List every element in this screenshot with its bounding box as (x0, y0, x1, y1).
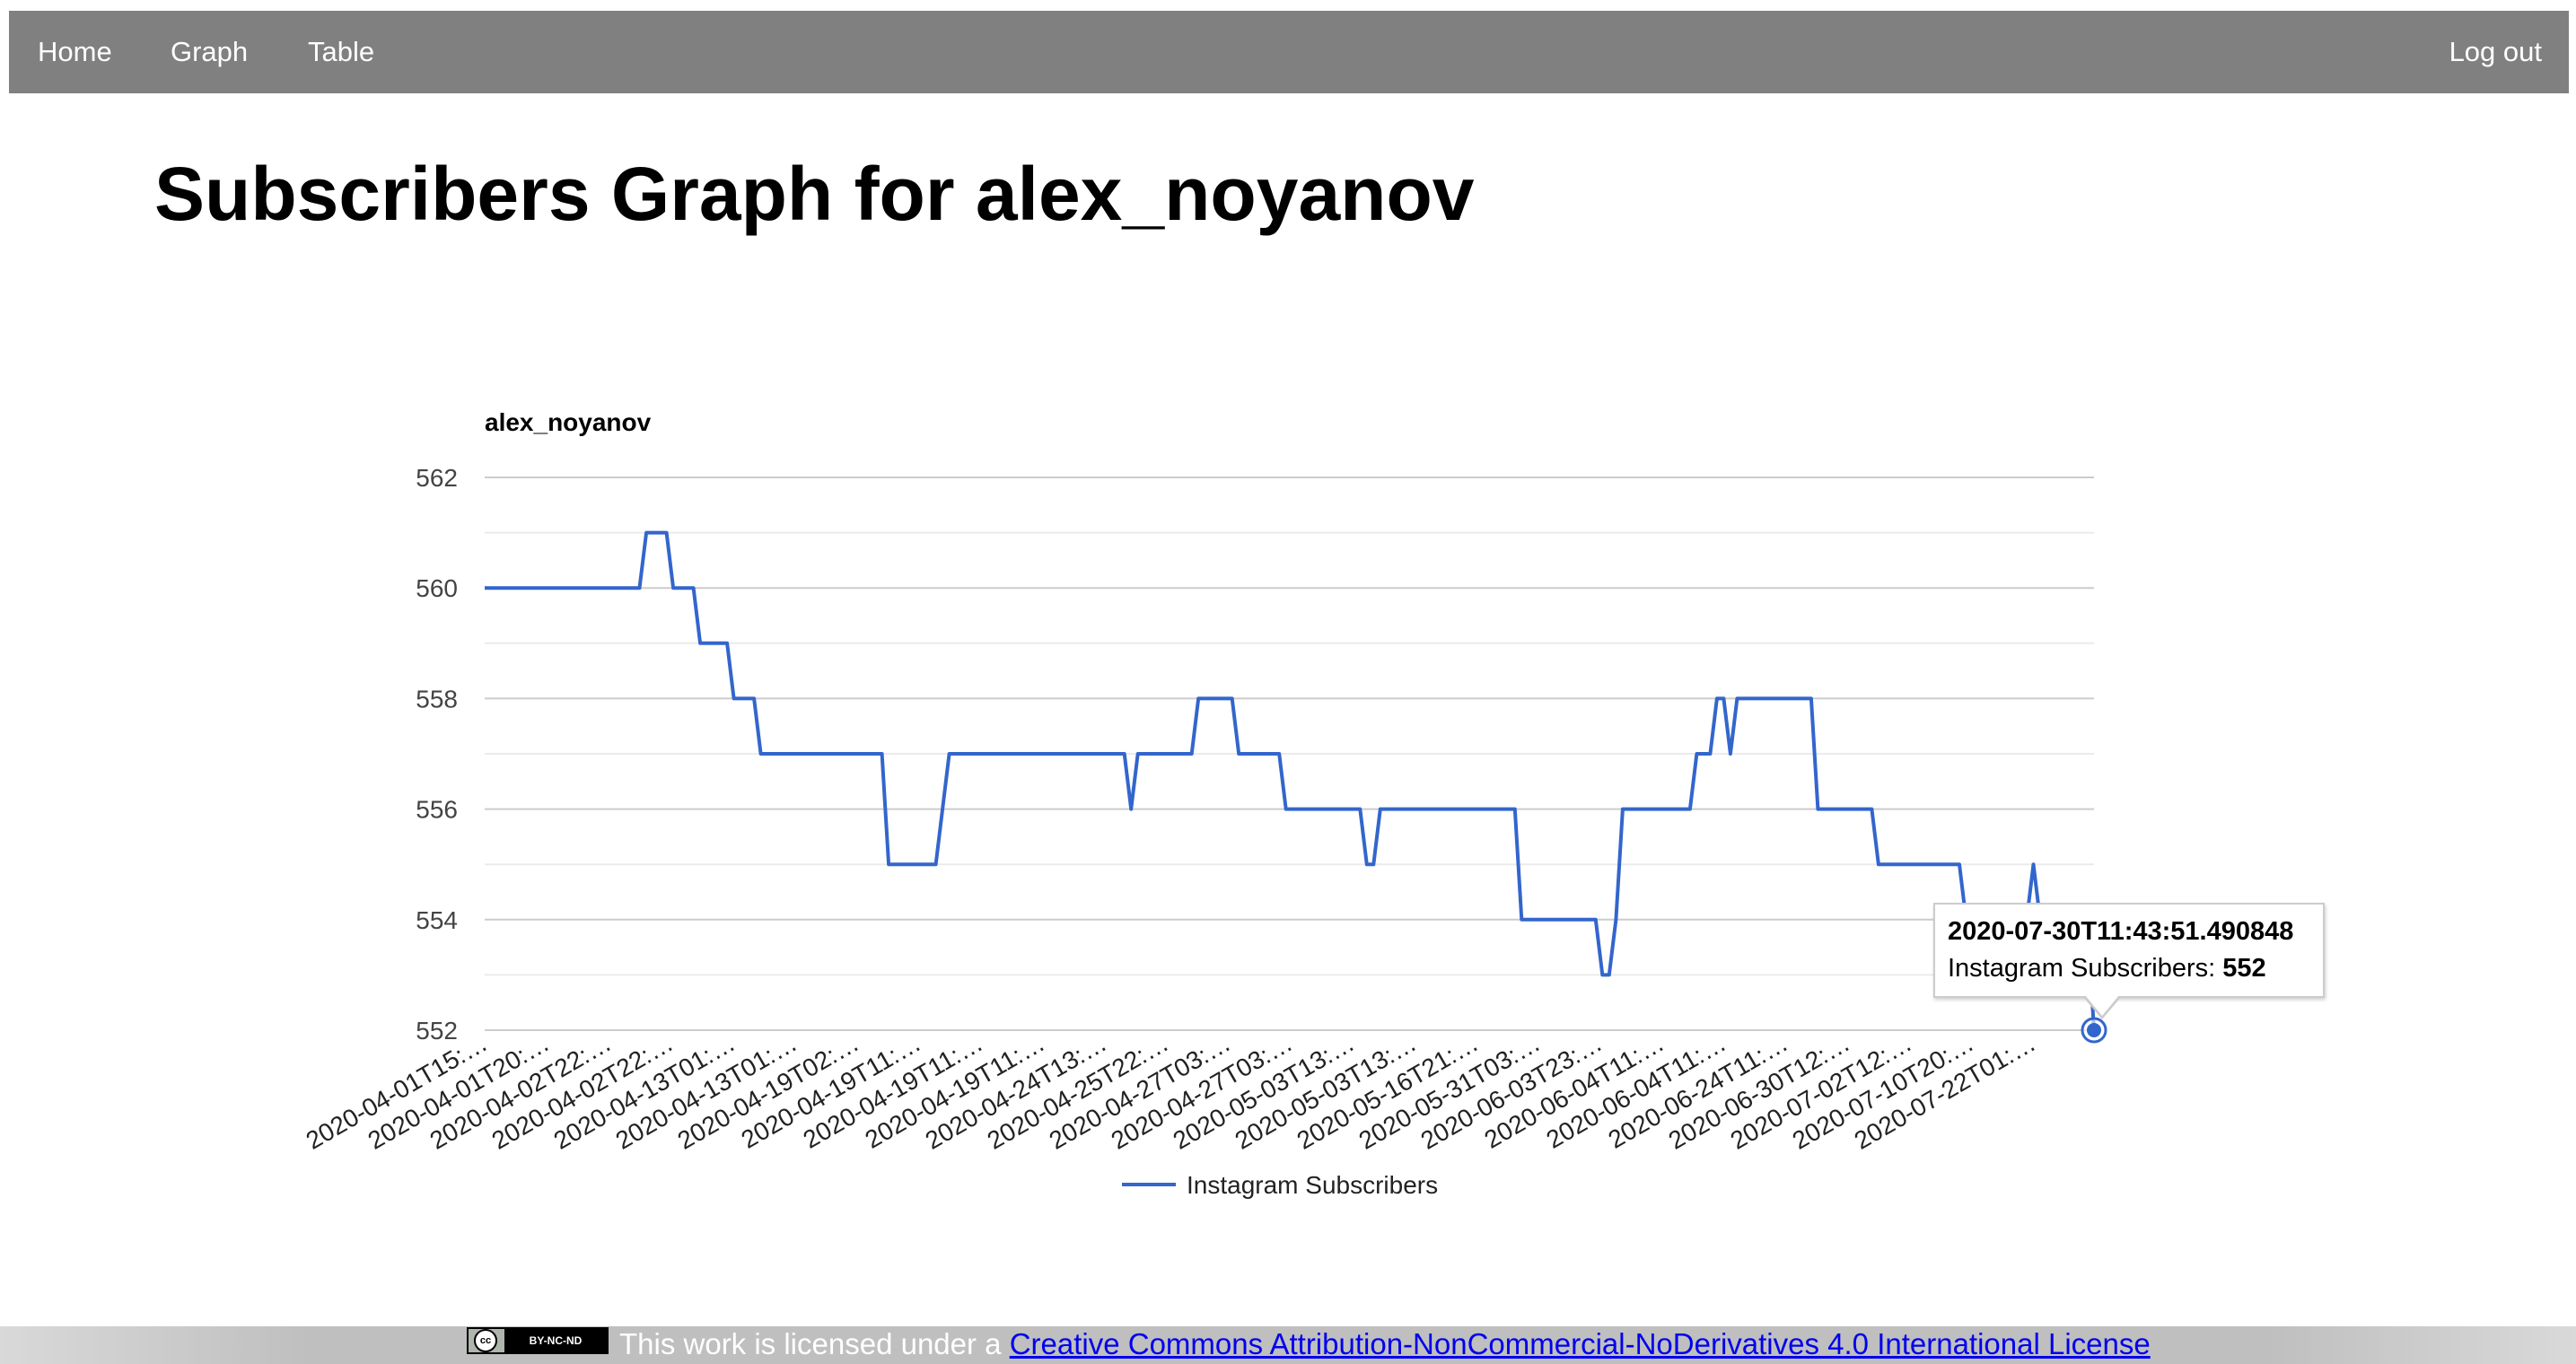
top-navbar: Home Graph Table Log out (9, 11, 2569, 93)
logout-link[interactable]: Log out (2449, 36, 2542, 67)
footer-bar (0, 1326, 2576, 1364)
page-title: Subscribers Graph for alex_noyanov (154, 152, 1475, 236)
cc-badge-label: BY-NC-ND (504, 1329, 607, 1352)
license-text: This work is licensed under a (619, 1327, 1010, 1360)
y-tick-label: 554 (416, 906, 458, 934)
nav-table-link[interactable]: Table (308, 36, 375, 67)
subscribers-line-chart: 552554556558560562alex_noyanov2020-04-01… (302, 408, 2107, 1199)
cc-logo-icon: cc (474, 1329, 497, 1352)
highlighted-point (2087, 1023, 2101, 1037)
chart-tooltip: 2020-07-30T11:43:51.490848 Instagram Sub… (1933, 903, 2325, 998)
tooltip-value: 552 (2222, 954, 2266, 983)
tooltip-pointer-fill (2085, 995, 2119, 1016)
y-tick-label: 556 (416, 796, 458, 824)
license-link[interactable]: Creative Commons Attribution-NonCommerci… (1009, 1327, 2151, 1360)
y-tick-label: 562 (416, 464, 458, 492)
y-tick-label: 560 (416, 574, 458, 602)
cc-license-badge[interactable]: cc BY-NC-ND (467, 1327, 609, 1354)
chart-title: alex_noyanov (485, 408, 652, 436)
tooltip-date: 2020-07-30T11:43:51.490848 (1948, 917, 2294, 946)
y-tick-label: 552 (416, 1017, 458, 1045)
tooltip-series-label: Instagram Subscribers: (1948, 954, 2223, 983)
legend-label: Instagram Subscribers (1187, 1171, 1438, 1199)
nav-home-link[interactable]: Home (38, 36, 112, 67)
series-line-instagram-subscribers (485, 530, 2096, 1031)
tooltip-value-row: Instagram Subscribers: 552 (1948, 954, 2310, 984)
license-notice: This work is licensed under a Creative C… (619, 1325, 2151, 1364)
y-tick-label: 558 (416, 685, 458, 713)
nav-graph-link[interactable]: Graph (171, 36, 249, 67)
